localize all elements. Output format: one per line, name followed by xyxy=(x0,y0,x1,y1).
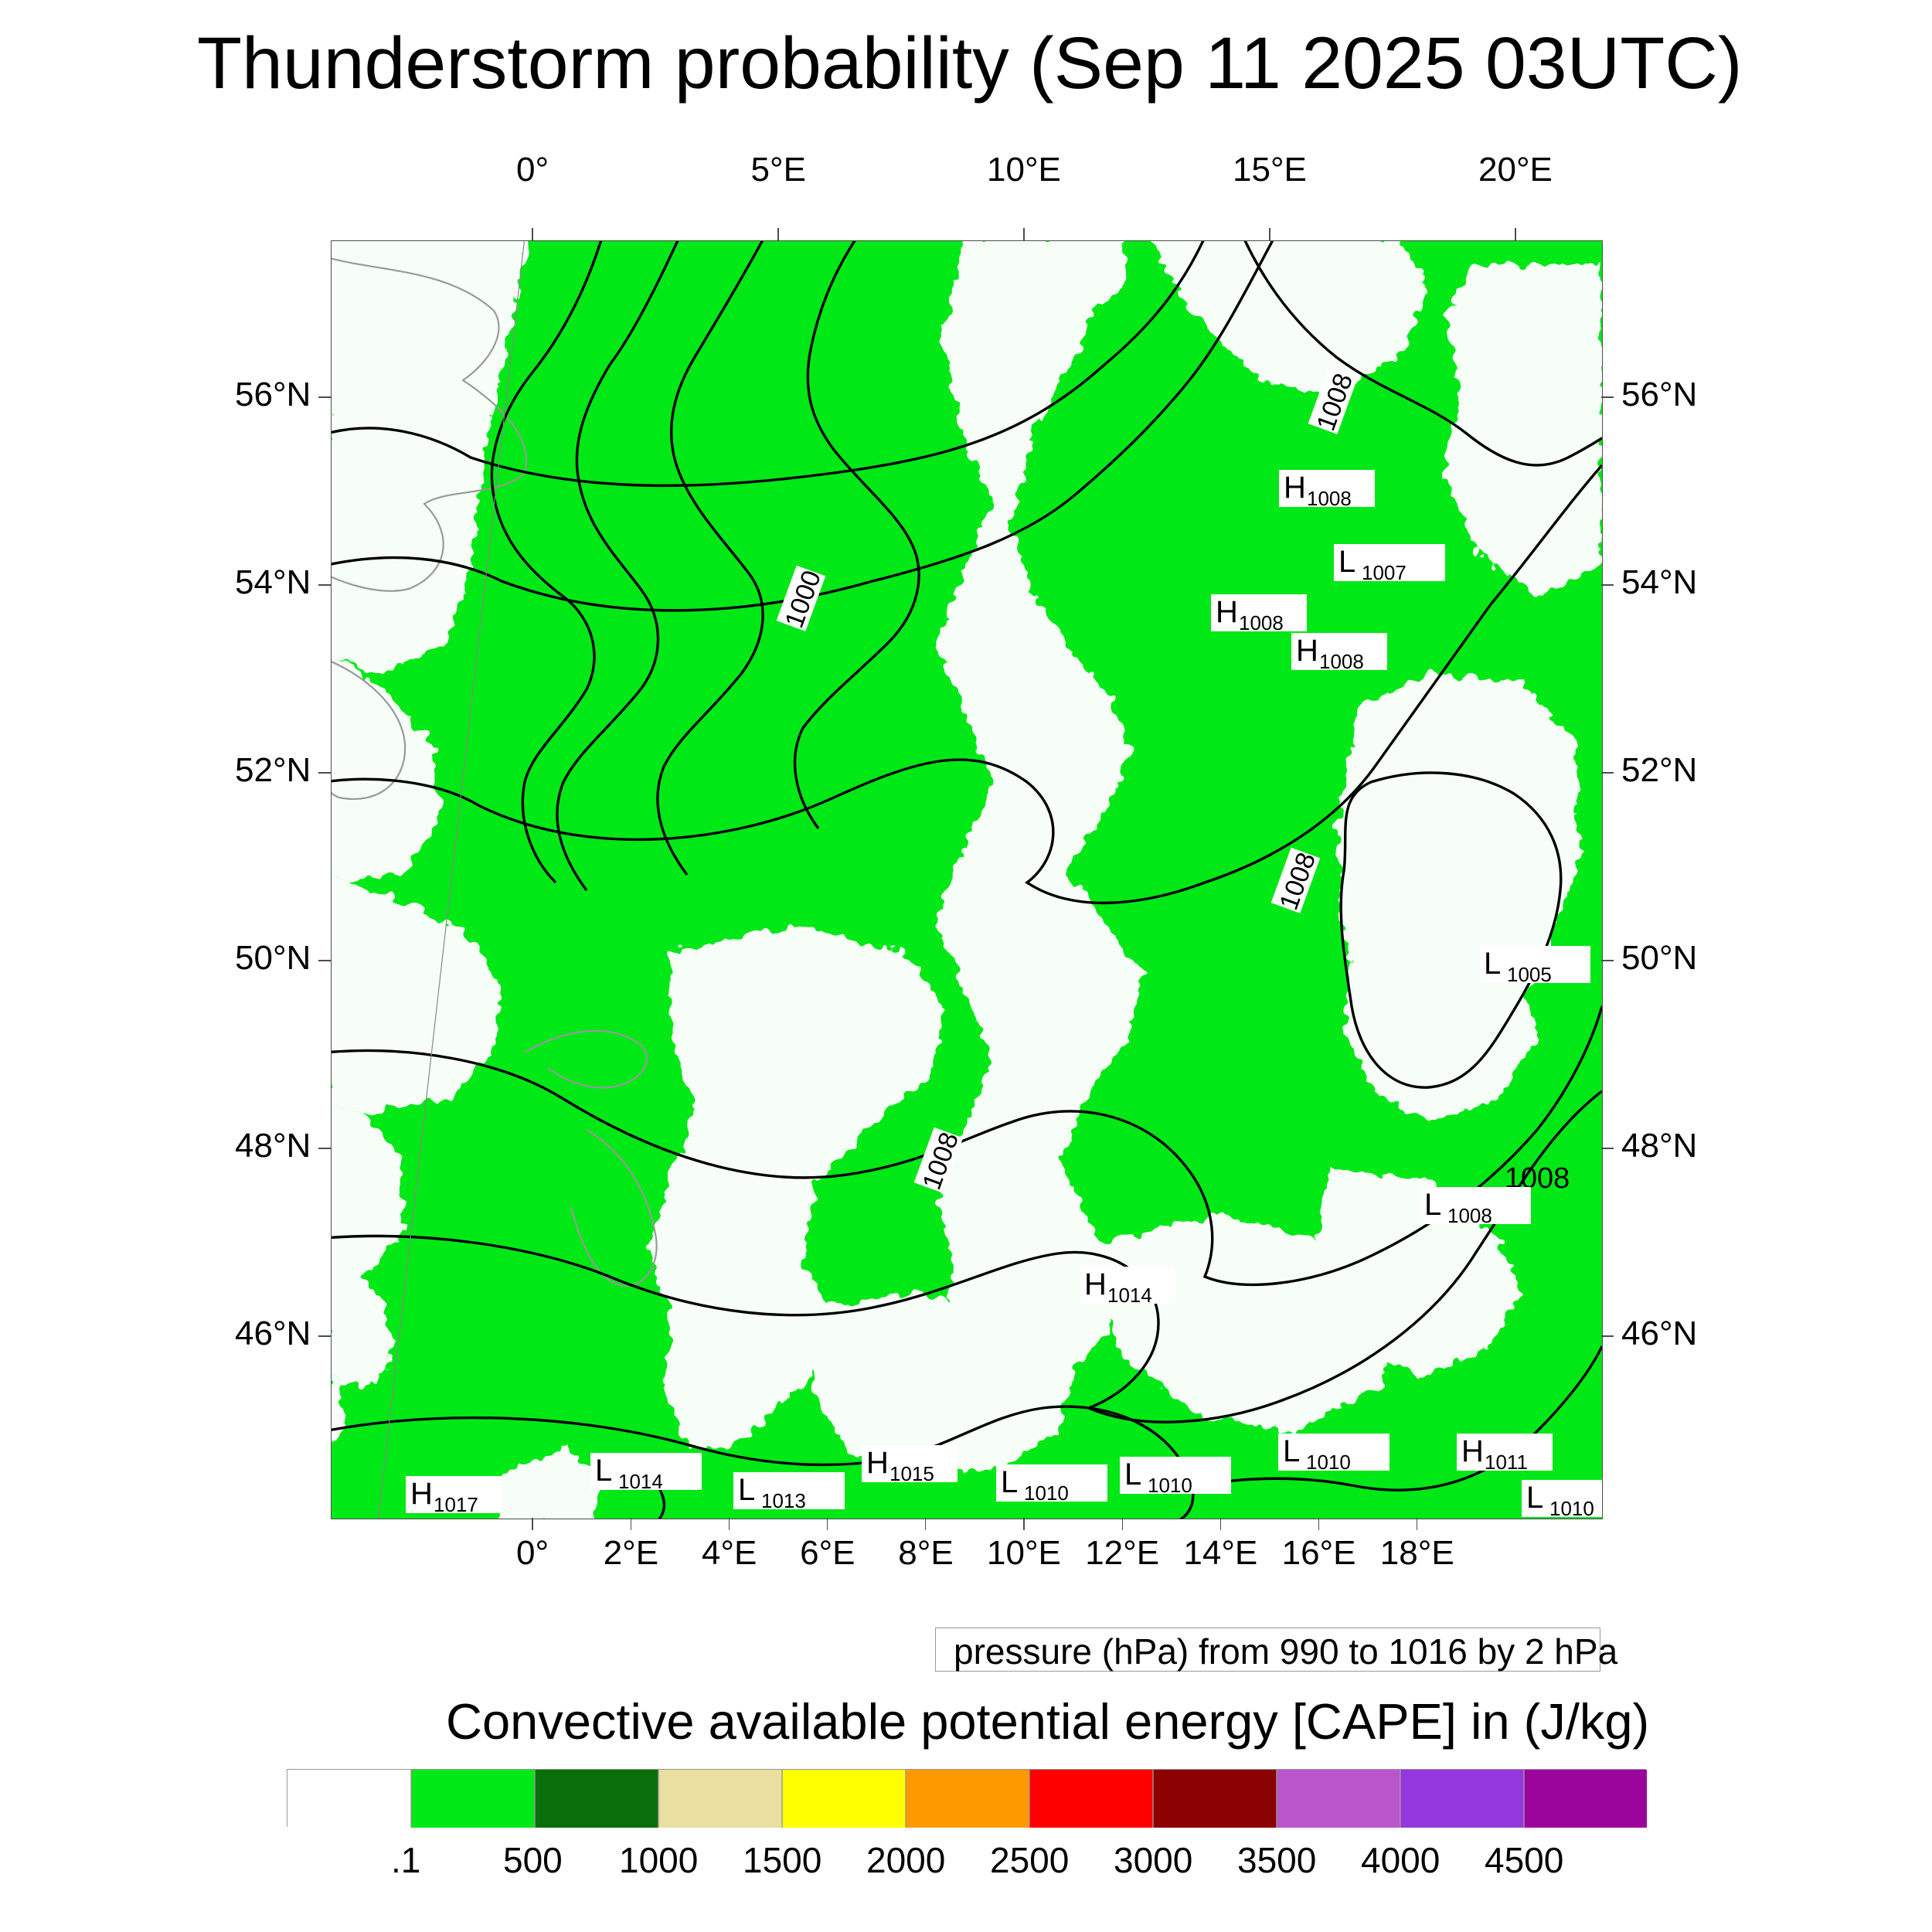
svg-text:1005: 1005 xyxy=(1507,963,1552,986)
svg-text:1013: 1013 xyxy=(761,1489,806,1512)
svg-text:1014: 1014 xyxy=(1107,1284,1152,1307)
svg-text:1017: 1017 xyxy=(434,1493,478,1516)
svg-text:H: H xyxy=(866,1446,889,1480)
svg-text:H: H xyxy=(1216,595,1238,629)
svg-text:L: L xyxy=(1338,545,1355,579)
svg-text:L: L xyxy=(1526,1481,1543,1515)
svg-text:1008: 1008 xyxy=(1319,650,1364,673)
svg-text:L: L xyxy=(1001,1465,1018,1499)
svg-text:1011: 1011 xyxy=(1485,1451,1528,1474)
svg-text:1014: 1014 xyxy=(618,1470,663,1493)
svg-text:L: L xyxy=(1484,947,1501,981)
svg-text:1010: 1010 xyxy=(1549,1497,1594,1519)
svg-text:1010: 1010 xyxy=(1024,1481,1069,1505)
svg-text:1007: 1007 xyxy=(1362,561,1406,584)
svg-text:1008: 1008 xyxy=(1307,487,1352,510)
svg-text:1008: 1008 xyxy=(1447,1204,1492,1227)
svg-text:H: H xyxy=(1296,634,1318,668)
svg-text:L: L xyxy=(738,1473,755,1507)
svg-text:H: H xyxy=(1461,1434,1484,1468)
svg-text:H: H xyxy=(1284,471,1306,505)
svg-text:H: H xyxy=(410,1477,433,1511)
svg-text:1008: 1008 xyxy=(1239,611,1284,634)
svg-text:L: L xyxy=(1424,1188,1441,1222)
svg-text:1010: 1010 xyxy=(1148,1474,1192,1497)
svg-text:1015: 1015 xyxy=(889,1462,934,1485)
svg-text:L: L xyxy=(1124,1458,1141,1492)
svg-text:L: L xyxy=(1283,1434,1300,1468)
svg-text:1010: 1010 xyxy=(1306,1451,1351,1474)
svg-text:H: H xyxy=(1084,1267,1107,1301)
svg-text:L: L xyxy=(595,1454,612,1488)
